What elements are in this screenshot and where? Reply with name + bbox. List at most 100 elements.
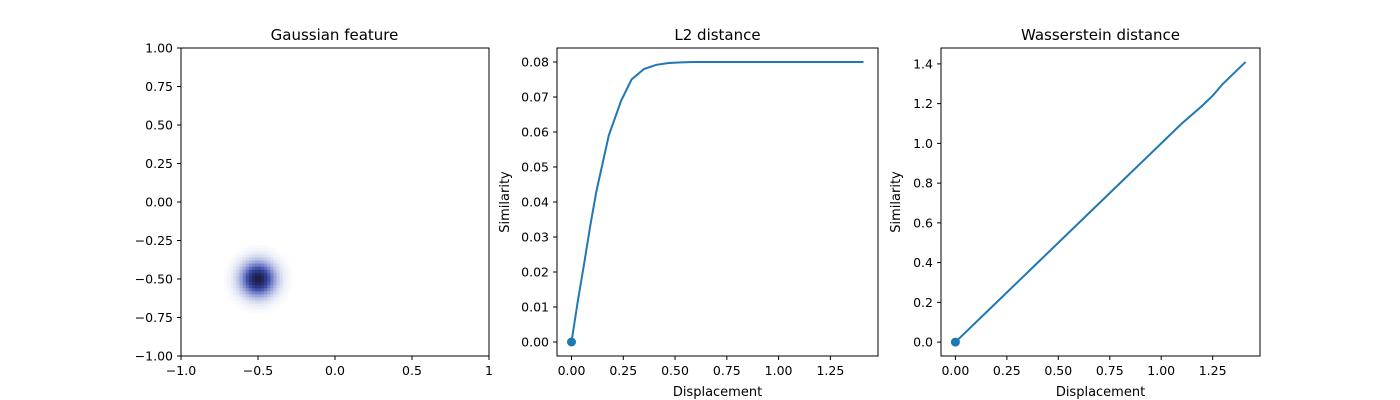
heatmap-cell: [267, 248, 271, 252]
x-tick-label: 1.25: [816, 363, 844, 378]
heatmap-cell: [273, 254, 277, 258]
heatmap-cell: [242, 254, 247, 258]
heatmap-cell: [245, 285, 250, 289]
heatmap-cell: [273, 263, 277, 268]
heatmap-cell: [285, 282, 290, 286]
heatmap-cell: [273, 291, 277, 295]
heatmap-cell: [242, 285, 247, 289]
heatmap-cell: [239, 251, 243, 255]
heatmap-cell: [227, 263, 231, 268]
heatmap-cell: [264, 251, 268, 255]
x-ticks: −1.0 −0.5 0.0 0.5 1: [166, 356, 493, 378]
heatmap-cell: [288, 272, 293, 277]
heatmap-cell: [258, 254, 262, 258]
heatmap-cell: [276, 279, 280, 283]
heatmap-cell: [254, 282, 259, 286]
heatmap-cell: [267, 288, 271, 292]
heatmap-cell: [233, 272, 237, 277]
heatmap-cell: [239, 275, 243, 280]
heatmap-cell: [282, 263, 287, 268]
heatmap-cell: [254, 303, 259, 308]
heatmap-cell: [276, 275, 280, 280]
heatmap-cell: [267, 272, 271, 277]
heatmap-cell: [270, 275, 274, 280]
heatmap-cell: [279, 272, 284, 277]
heatmap-cell: [254, 257, 259, 261]
heatmap-cell: [279, 282, 284, 286]
heatmap-cell: [264, 279, 268, 283]
x-ticks: 0.00 0.25 0.50 0.75 1.00 1.25: [941, 356, 1227, 378]
heatmap-cell: [248, 297, 253, 301]
heatmap-cell: [270, 297, 274, 301]
heatmap-cell: [251, 275, 256, 280]
heatmap-cell: [239, 263, 243, 268]
y-axis-label: Similarity: [498, 171, 513, 233]
y-ticks: 0.0 0.2 0.4 0.6 0.8 1.0 1.2 1.4: [913, 56, 941, 350]
plot-frame: [180, 47, 490, 357]
x-tick-label: 1.25: [1199, 363, 1227, 378]
y-tick-label: 0.05: [521, 160, 549, 175]
heatmap-cell: [254, 245, 259, 249]
heatmap-cell: [267, 257, 271, 261]
heatmap-cell: [224, 282, 228, 286]
heatmap-cell: [242, 282, 247, 286]
heatmap-cell: [273, 266, 277, 271]
heatmap-cell: [276, 300, 280, 305]
chart-title: L2 distance: [674, 26, 760, 44]
heatmap-cell: [264, 266, 268, 271]
x-tick-label: 0.25: [993, 363, 1021, 378]
heatmap-cell: [236, 288, 240, 292]
heatmap-cell: [245, 306, 250, 311]
y-tick-label: 1.00: [145, 41, 173, 56]
heatmap-cell: [233, 288, 237, 292]
heatmap-cell: [248, 269, 253, 274]
heatmap-cell: [227, 275, 231, 280]
heatmap-cell: [279, 300, 284, 305]
heatmap-cell: [267, 297, 271, 301]
heatmap-cell: [267, 254, 271, 258]
heatmap-cell: [264, 288, 268, 292]
heatmap-cell: [276, 297, 280, 301]
heatmap-cell: [227, 260, 231, 264]
heatmap-cell: [239, 288, 243, 292]
heatmap-cell: [251, 257, 256, 261]
heatmap-cell: [276, 254, 280, 258]
heatmap-cell: [258, 288, 262, 292]
heatmap-cell: [264, 309, 268, 314]
x-tick-label: 0.25: [609, 363, 637, 378]
heatmap-cell: [236, 285, 240, 289]
heatmap-cell: [270, 300, 274, 305]
heatmap-cell: [242, 275, 247, 280]
y-tick-label: 0.02: [521, 265, 549, 280]
heatmap-cell: [251, 245, 256, 249]
heatmap-cell: [264, 300, 268, 305]
series-line: [570, 61, 864, 343]
heatmap-cell: [248, 294, 253, 298]
heatmap-cell: [224, 285, 228, 289]
heatmap-cell: [233, 254, 237, 258]
heatmap-cell: [239, 291, 243, 295]
heatmap-cell: [279, 297, 284, 301]
heatmap-cell: [285, 288, 290, 292]
heatmap-cell: [230, 260, 234, 264]
plot-frame: [556, 47, 879, 357]
heatmap-cell: [261, 294, 265, 298]
heatmap-cell: [251, 288, 256, 292]
y-tick-label: 0.6: [913, 215, 933, 230]
heatmap-cell: [254, 266, 259, 271]
heatmap-cell: [227, 266, 231, 271]
heatmap-cell: [230, 297, 234, 301]
heatmap-cell: [261, 266, 265, 271]
heatmap-cell: [285, 263, 290, 268]
heatmap-cell: [279, 275, 284, 280]
heatmap-cell: [254, 254, 259, 258]
heatmap-cell: [276, 266, 280, 271]
heatmap-cell: [245, 297, 250, 301]
heatmap-cell: [254, 285, 259, 289]
heatmap-cell: [248, 285, 253, 289]
heatmap-cell: [242, 291, 247, 295]
heatmap-cell: [279, 279, 284, 283]
heatmap-cell: [242, 263, 247, 268]
heatmap-cell: [261, 309, 265, 314]
heatmap-cell: [288, 282, 293, 286]
